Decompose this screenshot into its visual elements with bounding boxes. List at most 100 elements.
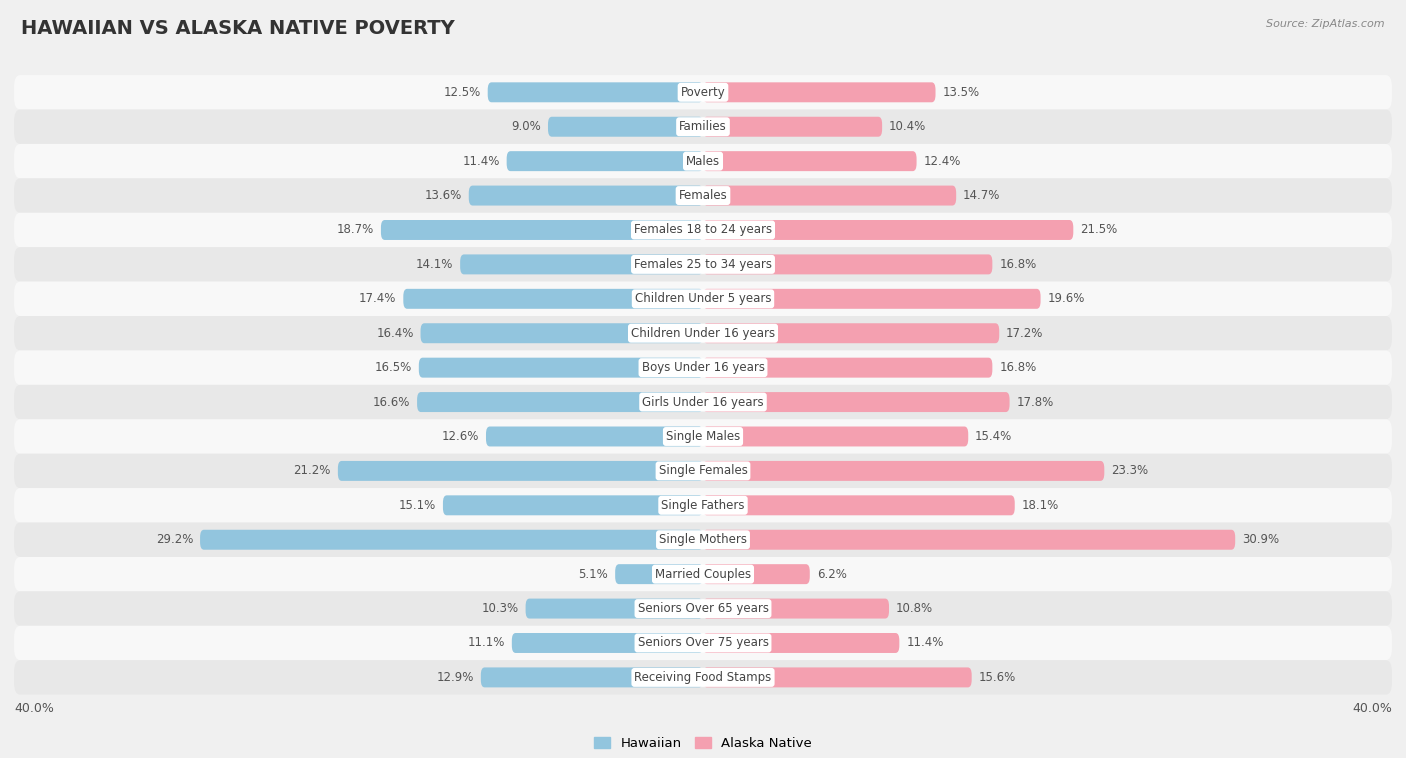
Text: Children Under 5 years: Children Under 5 years [634,293,772,305]
Text: 13.5%: 13.5% [942,86,980,99]
Text: 12.9%: 12.9% [436,671,474,684]
Text: Females 25 to 34 years: Females 25 to 34 years [634,258,772,271]
Text: 10.3%: 10.3% [482,602,519,615]
Text: Seniors Over 65 years: Seniors Over 65 years [637,602,769,615]
FancyBboxPatch shape [703,255,993,274]
Text: HAWAIIAN VS ALASKA NATIVE POVERTY: HAWAIIAN VS ALASKA NATIVE POVERTY [21,19,454,38]
Text: Females 18 to 24 years: Females 18 to 24 years [634,224,772,236]
Text: 15.4%: 15.4% [976,430,1012,443]
FancyBboxPatch shape [14,75,1392,109]
FancyBboxPatch shape [703,117,882,136]
Text: 16.5%: 16.5% [374,361,412,374]
Text: 17.4%: 17.4% [359,293,396,305]
FancyBboxPatch shape [381,220,703,240]
Text: Seniors Over 75 years: Seniors Over 75 years [637,637,769,650]
Text: 11.4%: 11.4% [907,637,943,650]
Text: 16.8%: 16.8% [1000,361,1036,374]
FancyBboxPatch shape [14,385,1392,419]
Legend: Hawaiian, Alaska Native: Hawaiian, Alaska Native [589,732,817,756]
FancyBboxPatch shape [418,392,703,412]
Text: 40.0%: 40.0% [1353,702,1392,716]
FancyBboxPatch shape [14,144,1392,178]
FancyBboxPatch shape [14,213,1392,247]
FancyBboxPatch shape [703,323,1000,343]
Text: 18.1%: 18.1% [1022,499,1059,512]
Text: 9.0%: 9.0% [512,121,541,133]
Text: 21.2%: 21.2% [294,465,330,478]
FancyBboxPatch shape [703,220,1073,240]
FancyBboxPatch shape [468,186,703,205]
FancyBboxPatch shape [420,323,703,343]
Text: 12.4%: 12.4% [924,155,960,168]
FancyBboxPatch shape [14,557,1392,591]
FancyBboxPatch shape [14,591,1392,626]
Text: 30.9%: 30.9% [1241,533,1279,547]
FancyBboxPatch shape [703,461,1104,481]
FancyBboxPatch shape [419,358,703,377]
Text: 11.4%: 11.4% [463,155,499,168]
Text: 23.3%: 23.3% [1111,465,1149,478]
Text: 29.2%: 29.2% [156,533,193,547]
FancyBboxPatch shape [486,427,703,446]
Text: Males: Males [686,155,720,168]
Text: 14.1%: 14.1% [416,258,453,271]
FancyBboxPatch shape [616,564,703,584]
FancyBboxPatch shape [703,289,1040,309]
Text: 21.5%: 21.5% [1080,224,1118,236]
Text: Single Fathers: Single Fathers [661,499,745,512]
Text: Married Couples: Married Couples [655,568,751,581]
Text: 16.6%: 16.6% [373,396,411,409]
Text: 40.0%: 40.0% [14,702,53,716]
FancyBboxPatch shape [443,495,703,515]
Text: 6.2%: 6.2% [817,568,846,581]
FancyBboxPatch shape [526,599,703,619]
FancyBboxPatch shape [14,316,1392,350]
Text: 14.7%: 14.7% [963,189,1001,202]
Text: Families: Families [679,121,727,133]
Text: 17.2%: 17.2% [1007,327,1043,340]
FancyBboxPatch shape [512,633,703,653]
FancyBboxPatch shape [481,668,703,688]
FancyBboxPatch shape [14,522,1392,557]
Text: Receiving Food Stamps: Receiving Food Stamps [634,671,772,684]
FancyBboxPatch shape [703,599,889,619]
FancyBboxPatch shape [703,495,1015,515]
FancyBboxPatch shape [703,564,810,584]
Text: 11.1%: 11.1% [468,637,505,650]
FancyBboxPatch shape [703,83,935,102]
FancyBboxPatch shape [14,282,1392,316]
Text: Single Females: Single Females [658,465,748,478]
FancyBboxPatch shape [14,626,1392,660]
Text: 5.1%: 5.1% [578,568,609,581]
FancyBboxPatch shape [14,419,1392,454]
FancyBboxPatch shape [460,255,703,274]
Text: 18.7%: 18.7% [337,224,374,236]
Text: 17.8%: 17.8% [1017,396,1053,409]
Text: Children Under 16 years: Children Under 16 years [631,327,775,340]
Text: 12.5%: 12.5% [443,86,481,99]
Text: 10.4%: 10.4% [889,121,927,133]
FancyBboxPatch shape [14,350,1392,385]
Text: 16.4%: 16.4% [377,327,413,340]
FancyBboxPatch shape [404,289,703,309]
Text: 12.6%: 12.6% [441,430,479,443]
Text: Source: ZipAtlas.com: Source: ZipAtlas.com [1267,19,1385,29]
FancyBboxPatch shape [14,109,1392,144]
FancyBboxPatch shape [14,660,1392,694]
Text: 15.6%: 15.6% [979,671,1015,684]
FancyBboxPatch shape [703,668,972,688]
FancyBboxPatch shape [14,178,1392,213]
Text: Boys Under 16 years: Boys Under 16 years [641,361,765,374]
Text: Females: Females [679,189,727,202]
FancyBboxPatch shape [14,247,1392,282]
FancyBboxPatch shape [703,427,969,446]
Text: Single Mothers: Single Mothers [659,533,747,547]
FancyBboxPatch shape [14,454,1392,488]
FancyBboxPatch shape [14,488,1392,522]
FancyBboxPatch shape [703,151,917,171]
Text: Girls Under 16 years: Girls Under 16 years [643,396,763,409]
FancyBboxPatch shape [200,530,703,550]
Text: Poverty: Poverty [681,86,725,99]
Text: 19.6%: 19.6% [1047,293,1085,305]
Text: 10.8%: 10.8% [896,602,934,615]
